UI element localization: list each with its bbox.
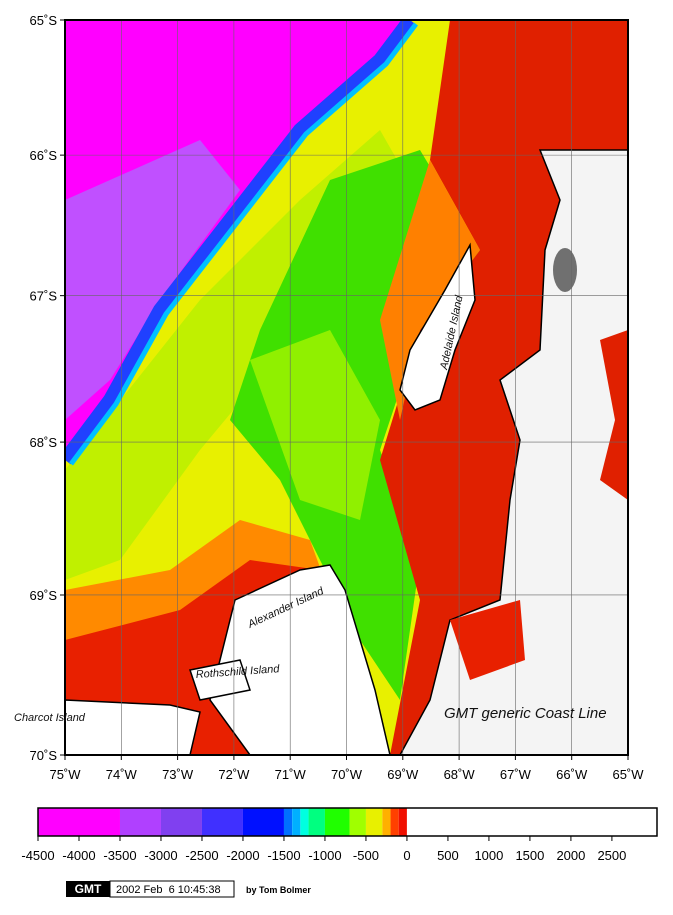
colorbar-segment bbox=[398, 808, 407, 836]
colorbar-segment bbox=[349, 808, 366, 836]
gmt-logo-box bbox=[66, 881, 110, 897]
colorbar-segment bbox=[160, 808, 202, 836]
lon-tick-label: 66˚W bbox=[556, 767, 588, 782]
colorbar-tick-label: -500 bbox=[353, 848, 379, 863]
colorbar-tick-label: 2500 bbox=[597, 848, 626, 863]
colorbar-tick-label: -3500 bbox=[103, 848, 136, 863]
lat-tick-label: 70˚S bbox=[30, 748, 58, 763]
colorbar-segment bbox=[324, 808, 350, 836]
lon-tick-label: 70˚W bbox=[331, 767, 363, 782]
colorbar-segment bbox=[365, 808, 383, 836]
lon-tick-label: 65˚W bbox=[612, 767, 644, 782]
colorbar-segment bbox=[406, 808, 657, 836]
lon-tick-label: 72˚W bbox=[218, 767, 250, 782]
colorbar-segment bbox=[242, 808, 284, 836]
colorbar-tick-label: -4500 bbox=[21, 848, 54, 863]
timestamp-box bbox=[109, 880, 235, 898]
colorbar-tick-label: -1000 bbox=[308, 848, 341, 863]
lon-tick-label: 69˚W bbox=[387, 767, 419, 782]
lon-tick-label: 67˚W bbox=[500, 767, 532, 782]
bathymetry bbox=[65, 20, 628, 755]
colorbar-segment bbox=[292, 808, 301, 836]
colorbar-tick-label: -2500 bbox=[185, 848, 218, 863]
colorbar-segment bbox=[300, 808, 309, 836]
place-label: Rothschild Island bbox=[195, 663, 280, 681]
lat-tick-label: 66˚S bbox=[30, 148, 58, 163]
colorbar-segment bbox=[390, 808, 399, 836]
colorbar-segment bbox=[119, 808, 161, 836]
lat-tick-label: 67˚S bbox=[30, 289, 58, 304]
lat-tick-label: 65˚S bbox=[30, 13, 58, 28]
gmt-logo: GMT bbox=[75, 882, 102, 896]
colorbar-tick-label: 2000 bbox=[556, 848, 585, 863]
colorbar-frame bbox=[37, 807, 658, 837]
lon-tick-label: 74˚W bbox=[106, 767, 138, 782]
graticule: 75˚W 74˚W 73˚W 72˚W 71˚W 70˚W 69˚W 68˚W 67˚W 66˚W… bbox=[30, 13, 645, 782]
colorbar-tick-label: 500 bbox=[437, 848, 459, 863]
colorbar-segment bbox=[201, 808, 243, 836]
colorbar: -4500 -4000 -3500 -3000 -2500 -2000 -1500 -1000… bbox=[21, 807, 658, 863]
lat-tick-label: 69˚S bbox=[30, 588, 58, 603]
colorbar-segment bbox=[38, 808, 120, 836]
lon-tick-label: 73˚W bbox=[162, 767, 194, 782]
colorbar-tick-label: -3000 bbox=[144, 848, 177, 863]
colorbar-tick-label: 0 bbox=[403, 848, 410, 863]
colorbar-segment bbox=[382, 808, 391, 836]
lat-tick-label: 68˚S bbox=[30, 435, 58, 450]
colorbar-tick-label: 1000 bbox=[474, 848, 503, 863]
map-frame bbox=[64, 19, 629, 756]
colorbar-tick-label: -2000 bbox=[226, 848, 259, 863]
coastline-label: GMT generic Coast Line bbox=[444, 705, 607, 722]
place-label: Charcot Island bbox=[14, 712, 86, 724]
colorbar-tick-label: 1500 bbox=[515, 848, 544, 863]
lon-tick-label: 68˚W bbox=[444, 767, 476, 782]
timestamp: 2002 Feb 6 10:45:38 bbox=[116, 884, 221, 896]
colorbar-tick-label: -1500 bbox=[267, 848, 300, 863]
colorbar-segment bbox=[308, 808, 325, 836]
colorbar-segment bbox=[283, 808, 293, 836]
colorbar-tick-label: -4000 bbox=[62, 848, 95, 863]
author: by Tom Bolmer bbox=[246, 885, 311, 895]
lon-tick-label: 71˚W bbox=[275, 767, 307, 782]
lon-tick-label: 75˚W bbox=[49, 767, 81, 782]
